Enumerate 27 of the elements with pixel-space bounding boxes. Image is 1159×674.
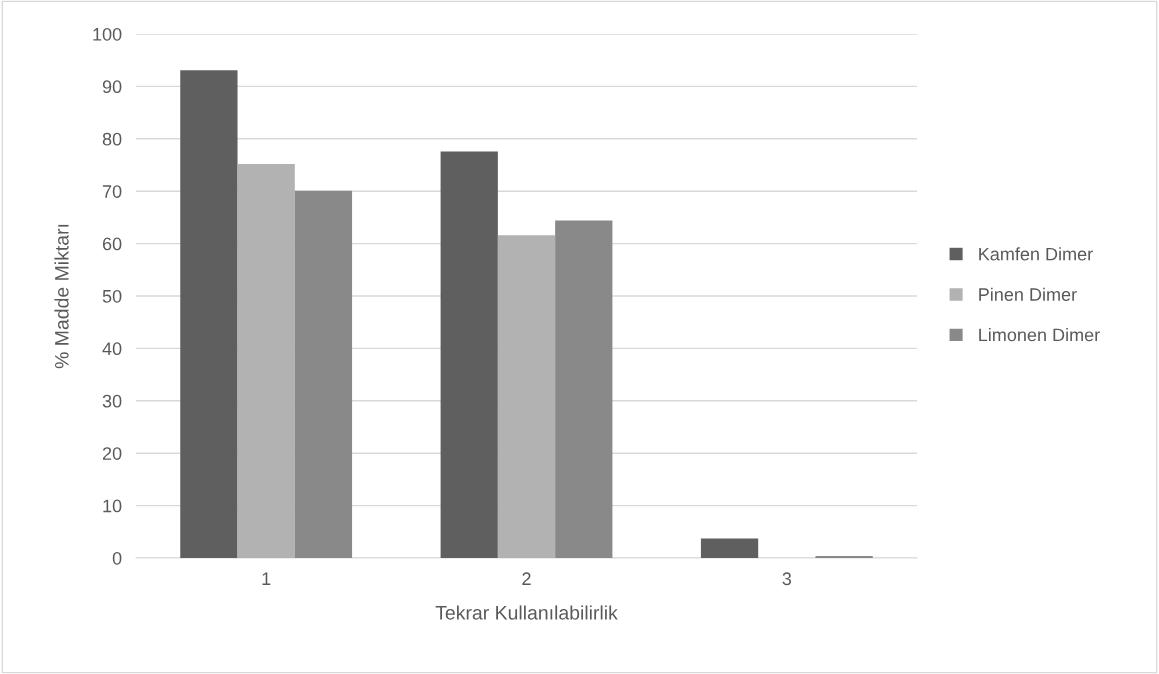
- y-tick-label: 20: [102, 447, 122, 460]
- bar: [180, 70, 238, 558]
- bar: [815, 555, 873, 558]
- bar: [700, 538, 759, 558]
- legend-label: Kamfen Dimer: [979, 247, 1093, 261]
- x-tick-label: 3: [782, 572, 792, 586]
- y-tick-label: 100: [93, 27, 122, 41]
- y-tick-label: 30: [102, 394, 122, 408]
- bar: [555, 220, 613, 558]
- y-tick-label: 0: [112, 551, 122, 565]
- x-axis-title: Tekrar Kullanılabilirlik: [435, 605, 618, 620]
- legend-label: Pinen Dimer: [979, 287, 1077, 301]
- bar: [237, 163, 295, 558]
- y-tick-label: 10: [103, 499, 122, 513]
- legend-label: Limonen Dimer: [979, 328, 1100, 342]
- y-tick-label: 90: [102, 80, 122, 94]
- y-tick-label: 50: [102, 289, 122, 303]
- y-axis-title: % Madde Miktarı: [54, 224, 69, 369]
- x-tick-label: 2: [522, 572, 531, 585]
- bar: [440, 151, 498, 558]
- y-tick-label: 70: [102, 185, 122, 198]
- y-tick-label: 80: [102, 132, 122, 146]
- bar: [497, 235, 556, 558]
- bar: [294, 190, 353, 558]
- y-tick-label: 40: [102, 342, 122, 356]
- y-tick-label: 60: [102, 237, 122, 251]
- x-tick-label: 1: [262, 572, 271, 585]
